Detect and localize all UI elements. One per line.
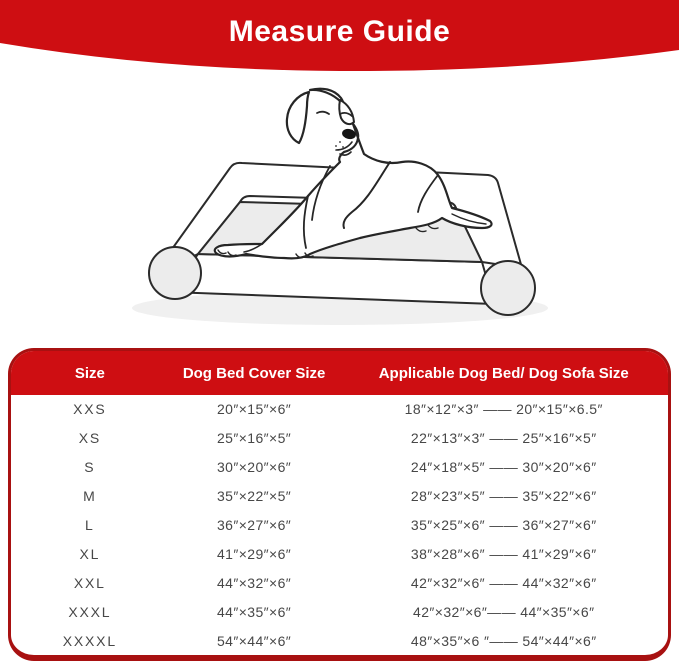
cell-size: XXXL xyxy=(68,603,112,620)
dog-eye-right xyxy=(339,111,353,117)
cell-cover: 44″×35″×6″ xyxy=(217,603,292,620)
table-row: L 36″×27″×6″ 35″×25″×6″ —— 36″×27″×6″ xyxy=(11,511,668,540)
dog-body xyxy=(213,87,493,260)
cell-size: M xyxy=(83,488,97,505)
cell-cover: 36″×27″×6″ xyxy=(217,517,292,533)
dog-foreleg-line xyxy=(302,195,309,249)
cell-applicable: 18″×12″×3″ —— 20″×15″×6.5″ xyxy=(404,401,603,418)
cell-applicable: 42″×32″×6″ —— 44″×32″×6″ xyxy=(410,574,597,591)
header-size: Size xyxy=(74,364,105,382)
table-row: XXXXL 54″×44″×6″ 48″×35″×6 ″—— 54″×44″×6… xyxy=(11,626,668,655)
dog-eye-left xyxy=(316,110,330,115)
cell-size: XS xyxy=(78,430,101,447)
dog-on-bed-illustration xyxy=(132,87,548,325)
dog-nose xyxy=(342,128,356,140)
dog-hip-fold xyxy=(417,174,439,213)
cell-size: XXL xyxy=(73,574,106,591)
cell-size: S xyxy=(84,459,96,476)
cell-cover: 35″×22″×5″ xyxy=(217,488,292,505)
dog-thigh-curve xyxy=(342,161,391,229)
table-header-row: Size Dog Bed Cover Size Applicable Dog B… xyxy=(11,351,668,395)
cell-size: XL xyxy=(79,545,101,562)
cell-applicable: 28″×23″×5″ —— 35″×22″×6″ xyxy=(410,488,597,505)
banner-background xyxy=(0,0,679,72)
table-row: XXXL 44″×35″×6″ 42″×32″×6″—— 44″×35″×6″ xyxy=(11,597,668,626)
cell-cover: 54″×44″×6″ xyxy=(217,632,292,649)
header-cover-size: Dog Bed Cover Size xyxy=(182,364,326,382)
header-applicable-size: Applicable Dog Bed/ Dog Sofa Size xyxy=(378,364,629,382)
table-row: XXS 20″×15″×6″ 18″×12″×3″ —— 20″×15″×6.5… xyxy=(11,395,668,424)
dog-mouth xyxy=(335,141,353,151)
cell-applicable: 38″×28″×6″ —— 41″×29″×6″ xyxy=(410,545,597,562)
cell-cover: 20″×15″×6″ xyxy=(217,401,292,418)
table-body: XXS 20″×15″×6″ 18″×12″×3″ —— 20″×15″×6.5… xyxy=(11,395,668,655)
table-row: M 35″×22″×5″ 28″×23″×5″ —— 35″×22″×6″ xyxy=(11,482,668,511)
cell-cover: 41″×29″×6″ xyxy=(217,545,292,562)
bolster-left-end xyxy=(148,246,202,300)
bolster-right-end xyxy=(480,260,536,316)
cell-size: XXS xyxy=(73,401,107,418)
dog-chin xyxy=(339,151,352,156)
table-row: XXL 44″×32″×6″ 42″×32″×6″ —— 44″×32″×6″ xyxy=(11,568,668,597)
cell-size: L xyxy=(85,517,95,533)
cell-applicable: 35″×25″×6″ —— 36″×27″×6″ xyxy=(410,517,597,533)
table-row: S 30″×20″×6″ 24″×18″×5″ —— 30″×20″×6″ xyxy=(11,453,668,482)
cell-cover: 25″×16″×5″ xyxy=(217,430,292,447)
cell-applicable: 48″×35″×6 ″—— 54″×44″×6″ xyxy=(410,632,597,649)
dog-ear-right xyxy=(338,99,355,126)
cell-cover: 44″×32″×6″ xyxy=(217,574,292,591)
dog-ear-left xyxy=(285,90,311,145)
cell-applicable: 22″×13″×3″ —— 25″×16″×5″ xyxy=(410,430,597,447)
page-title: Measure Guide xyxy=(228,15,451,48)
dog-chest-line xyxy=(311,165,331,221)
table-row: XS 25″×16″×5″ 22″×13″×3″ —— 25″×16″×5″ xyxy=(11,424,668,453)
size-table: Size Dog Bed Cover Size Applicable Dog B… xyxy=(8,348,671,661)
cell-applicable: 42″×32″×6″—— 44″×35″×6″ xyxy=(413,603,595,620)
dog-leg-separation xyxy=(243,243,263,253)
dog-tail-line xyxy=(451,213,487,225)
table-row: XL 41″×29″×6″ 38″×28″×6″ —— 41″×29″×6″ xyxy=(11,539,668,568)
cell-size: XXXXL xyxy=(62,632,117,649)
cell-cover: 30″×20″×6″ xyxy=(217,459,292,476)
cell-applicable: 24″×18″×5″ —— 30″×20″×6″ xyxy=(410,459,597,476)
